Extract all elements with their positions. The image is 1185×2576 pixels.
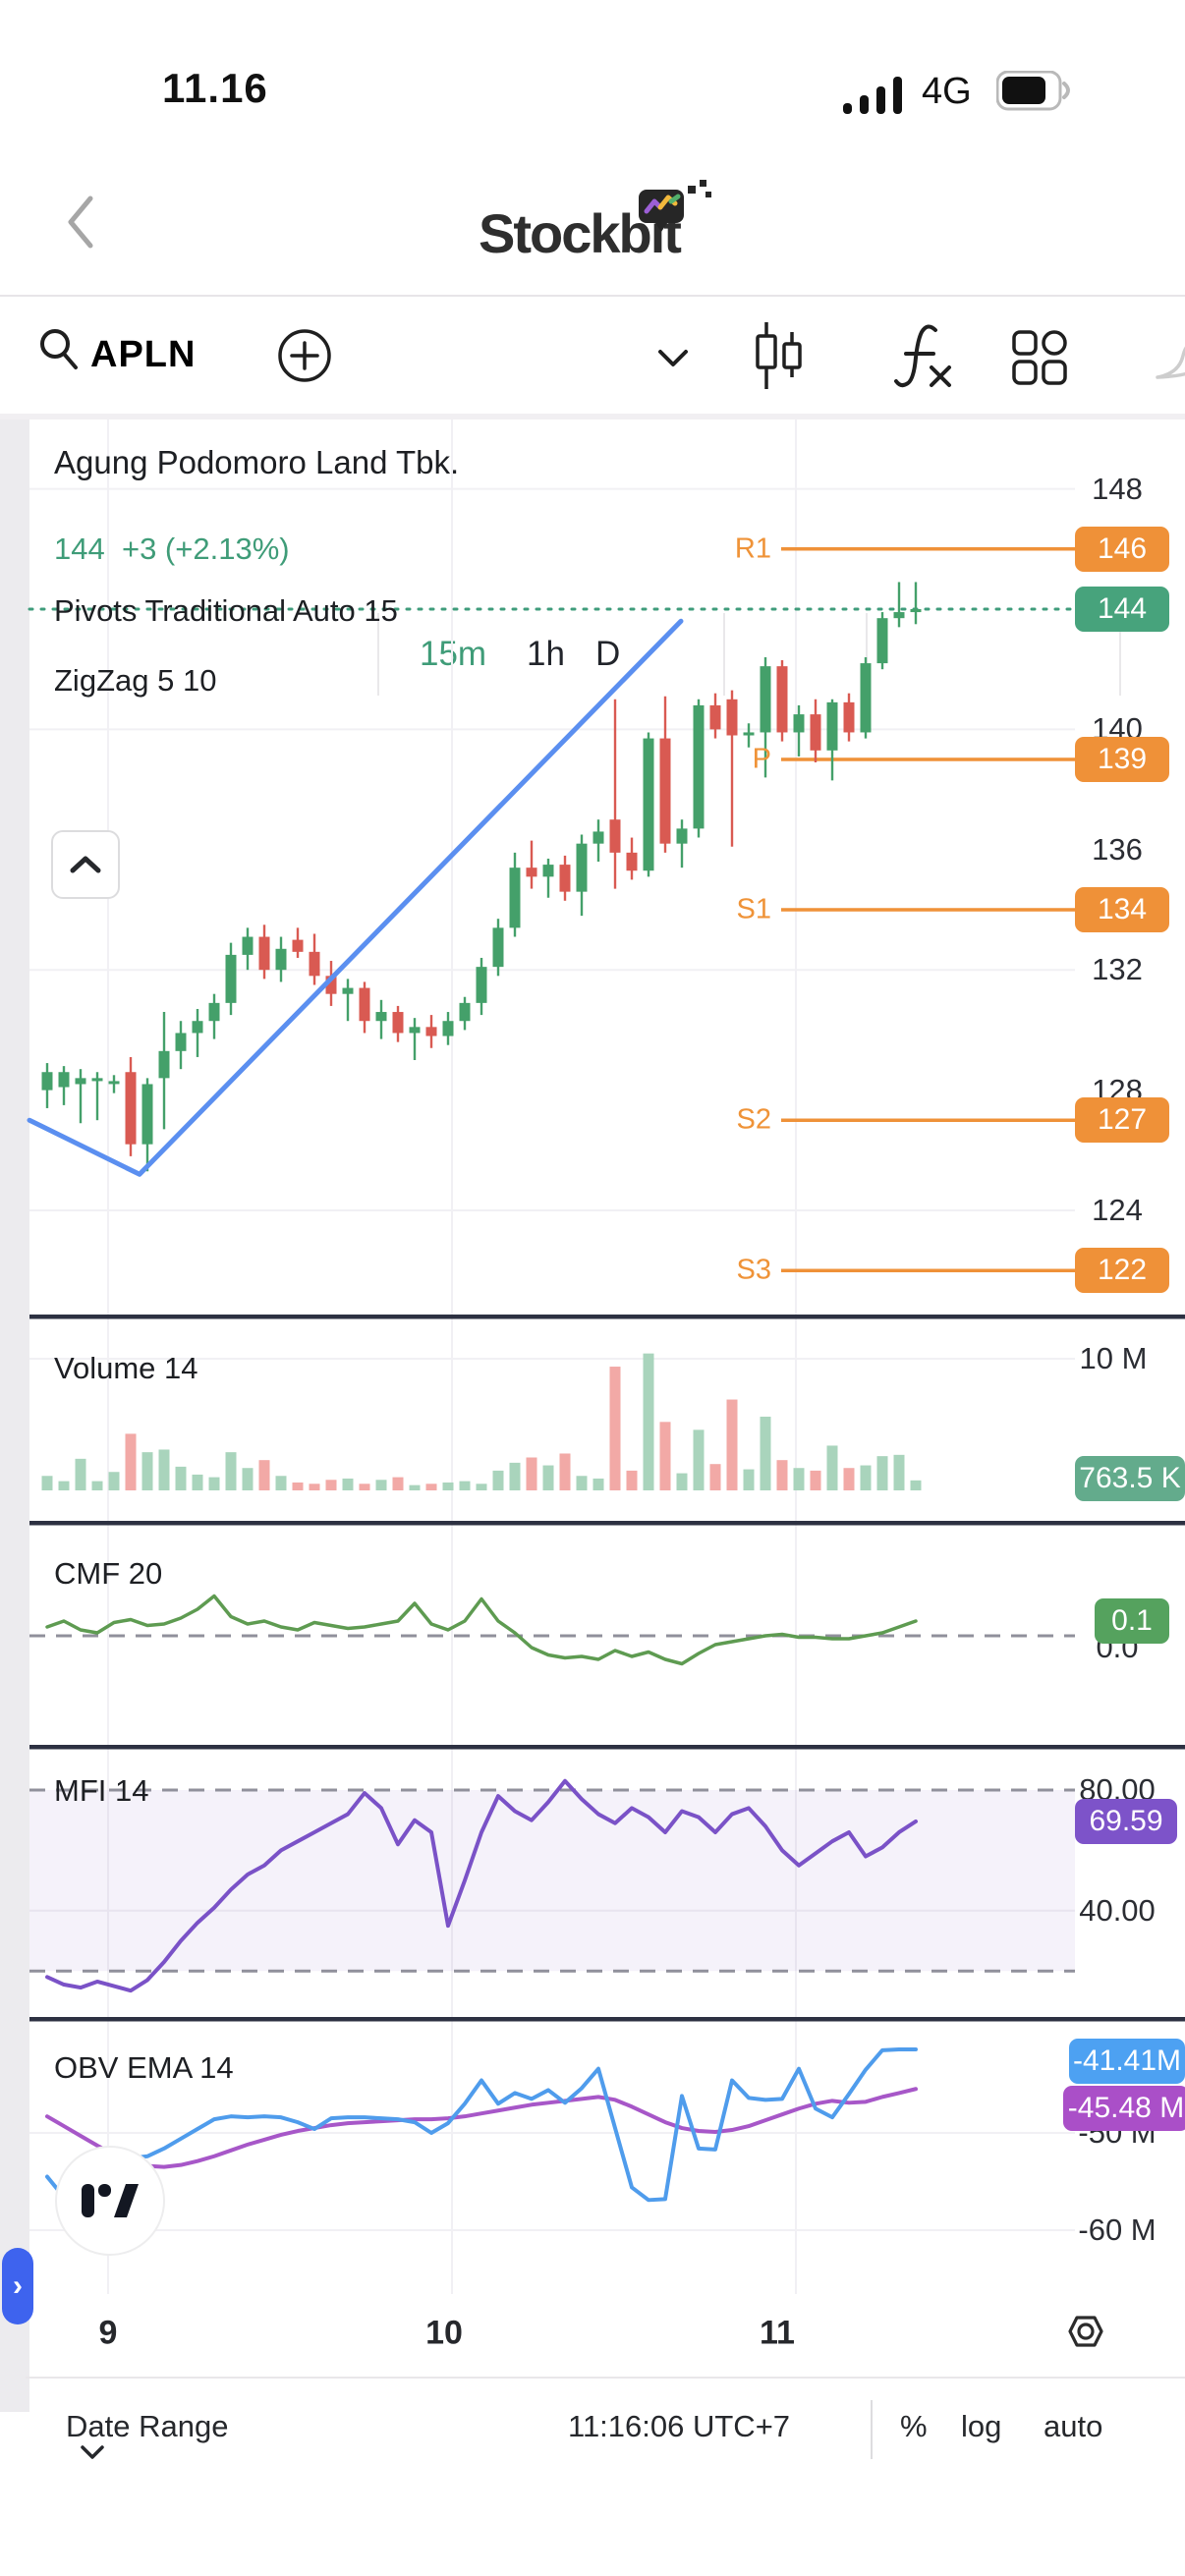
- header-divider: [0, 295, 1185, 297]
- log-scale-button[interactable]: log: [961, 2409, 1002, 2443]
- symbol-search[interactable]: APLN: [90, 334, 197, 375]
- chevron-up-icon: [70, 856, 101, 873]
- fx-indicators-icon[interactable]: [892, 320, 957, 395]
- chart-settings-icon[interactable]: [1061, 2309, 1110, 2354]
- add-indicator-button[interactable]: [277, 328, 332, 383]
- left-gutter: [0, 420, 29, 2412]
- battery-icon: [996, 71, 1070, 111]
- signal-icon: [843, 77, 902, 114]
- percent-scale-button[interactable]: %: [900, 2409, 928, 2443]
- tradingview-glyph: [82, 2184, 139, 2217]
- footer-vdivider: [871, 2400, 873, 2459]
- last-price: 144: [54, 532, 105, 566]
- price-change: +3 (+2.13%): [121, 532, 290, 566]
- mfi-panel-title[interactable]: MFI 14: [54, 1773, 149, 1808]
- date-range-button[interactable]: Date Range: [66, 2409, 228, 2460]
- instrument-name: Agung Podomoro Land Tbk.: [54, 444, 460, 480]
- indicator-label-zigzag[interactable]: ZigZag 5 10: [54, 663, 217, 698]
- obv-panel-title[interactable]: OBV EMA 14: [54, 2050, 234, 2085]
- chart-canvas[interactable]: [0, 420, 1185, 2380]
- auto-scale-button[interactable]: auto: [1044, 2409, 1103, 2443]
- cmf-panel-title[interactable]: CMF 20: [54, 1556, 163, 1591]
- expand-panel-handle[interactable]: ›: [2, 2248, 33, 2324]
- tradingview-logo[interactable]: [55, 2146, 165, 2256]
- chevron-right-icon: ›: [13, 2269, 23, 2302]
- interval-day[interactable]: D: [595, 635, 621, 673]
- search-icon[interactable]: [37, 326, 81, 371]
- price-change-row: 144 +3 (+2.13%): [54, 532, 290, 567]
- clock-label: 11:16:06 UTC+7: [568, 2409, 791, 2443]
- layout-grid-icon[interactable]: [1012, 330, 1069, 387]
- chevron-down-icon[interactable]: [656, 348, 690, 369]
- network-type-label: 4G: [922, 71, 972, 112]
- volume-panel-title[interactable]: Volume 14: [54, 1351, 198, 1385]
- toolbar-divider: [0, 414, 1185, 420]
- status-time: 11.16: [162, 65, 268, 111]
- bell-icon[interactable]: [1148, 326, 1185, 387]
- date-range-label: Date Range: [66, 2409, 229, 2443]
- footer-divider: [26, 2377, 1185, 2379]
- interval-15m[interactable]: 15m: [420, 635, 487, 673]
- chevron-down-icon: [81, 2445, 104, 2459]
- interval-1h[interactable]: 1h: [527, 635, 565, 673]
- back-button[interactable]: [61, 193, 100, 252]
- indicator-label-pivots[interactable]: Pivots Traditional Auto 15: [54, 593, 398, 628]
- stockbit-logo-icon: [639, 180, 711, 232]
- collapse-legend-button[interactable]: [51, 830, 120, 899]
- candlestick-style-icon[interactable]: [753, 320, 804, 393]
- chart-toolbar: APLN 15m 1h D: [0, 299, 1185, 696]
